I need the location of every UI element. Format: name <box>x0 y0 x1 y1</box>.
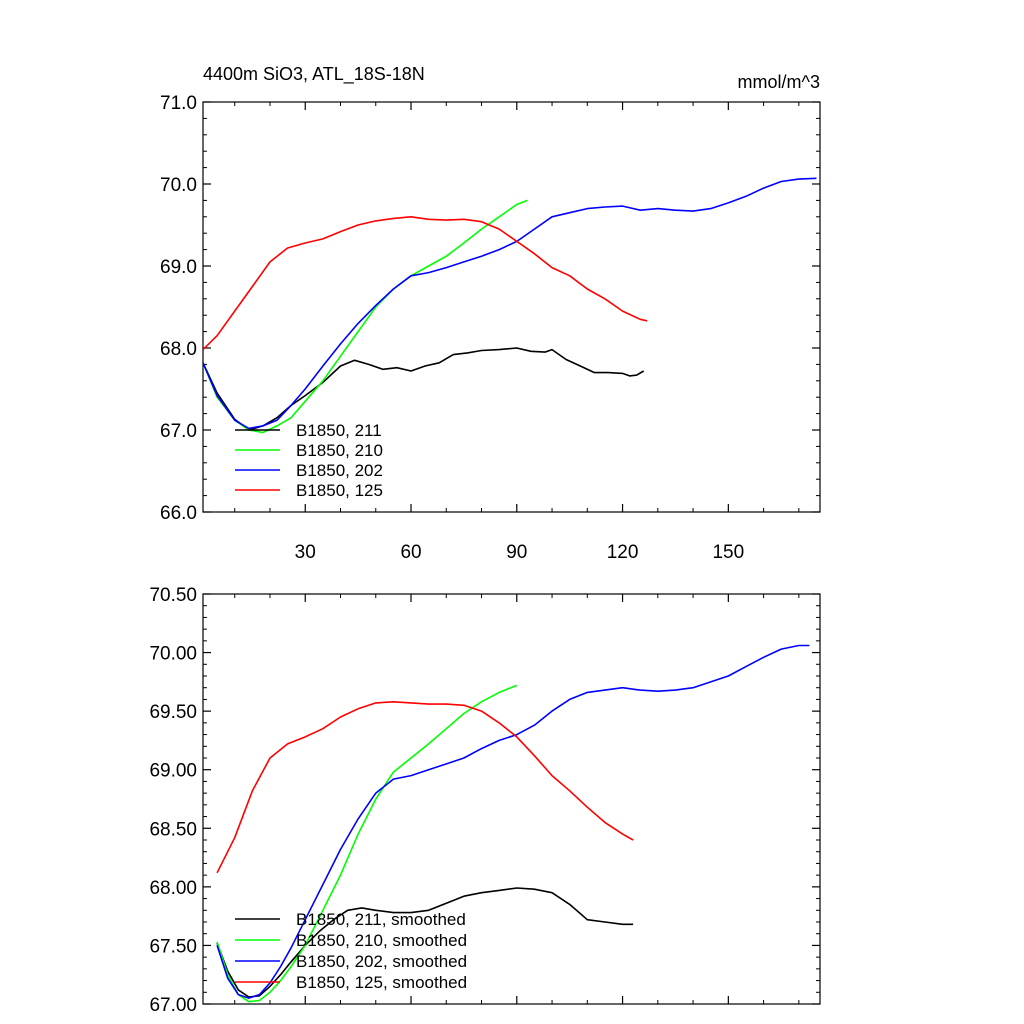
legend-label-1: B1850, 211, smoothed <box>296 910 466 929</box>
y-tick-label: 68.50 <box>149 819 197 840</box>
y-tick-label: 67.00 <box>149 995 197 1016</box>
y-tick-label: 69.50 <box>149 702 197 723</box>
chart-units-label: mmol/m^3 <box>738 72 820 92</box>
y-tick-label: 68.00 <box>149 878 197 899</box>
legend-label-3: B1850, 202 <box>296 461 383 480</box>
chart-top: 4400m SiO3, ATL_18S-18N mmol/m^3 66.0 67.… <box>160 64 821 563</box>
legend-label-1: B1850, 211 <box>296 421 382 440</box>
x-tick-label: 60 <box>400 542 421 563</box>
y-tick-label: 68.0 <box>160 339 197 360</box>
y-tick-label: 71.0 <box>160 93 197 114</box>
legend-label-2: B1850, 210, smoothed <box>296 931 467 950</box>
legend-label-2: B1850, 210 <box>296 441 383 460</box>
series-line-4 <box>216 700 634 874</box>
legend-label-4: B1850, 125 <box>296 481 383 500</box>
x-tick-label: 120 <box>607 542 639 563</box>
plot-frame <box>202 593 821 1005</box>
series-line-4 <box>203 216 648 351</box>
series-line-3 <box>203 177 817 430</box>
chart-title: 4400m SiO3, ATL_18S-18N <box>203 64 425 85</box>
series-line-1 <box>216 887 634 998</box>
series-line-2 <box>216 684 518 1003</box>
x-tick-label: 90 <box>506 542 527 563</box>
y-tick-label: 69.00 <box>149 761 197 782</box>
y-tick-label: 70.50 <box>149 585 197 606</box>
legend-label-4: B1850, 125, smoothed <box>296 973 467 992</box>
legend-label-3: B1850, 202, smoothed <box>296 952 467 971</box>
series-line-1 <box>203 347 645 431</box>
y-tick-label: 69.0 <box>160 257 197 278</box>
x-tick-label: 150 <box>712 542 744 563</box>
y-tick-label: 70.00 <box>149 644 197 665</box>
y-tick-label: 67.0 <box>160 421 197 442</box>
y-tick-label: 70.0 <box>160 175 197 196</box>
series-line-3 <box>216 644 810 999</box>
series-line-2 <box>203 199 528 434</box>
x-tick-label: 30 <box>295 542 316 563</box>
chart-bottom: 67.00 67.50 68.00 68.50 69.00 69.50 70.00 70.50… <box>149 585 821 1016</box>
y-tick-label: 67.50 <box>149 936 197 957</box>
plot-frame <box>202 101 821 513</box>
y-tick-label: 66.0 <box>160 503 197 524</box>
